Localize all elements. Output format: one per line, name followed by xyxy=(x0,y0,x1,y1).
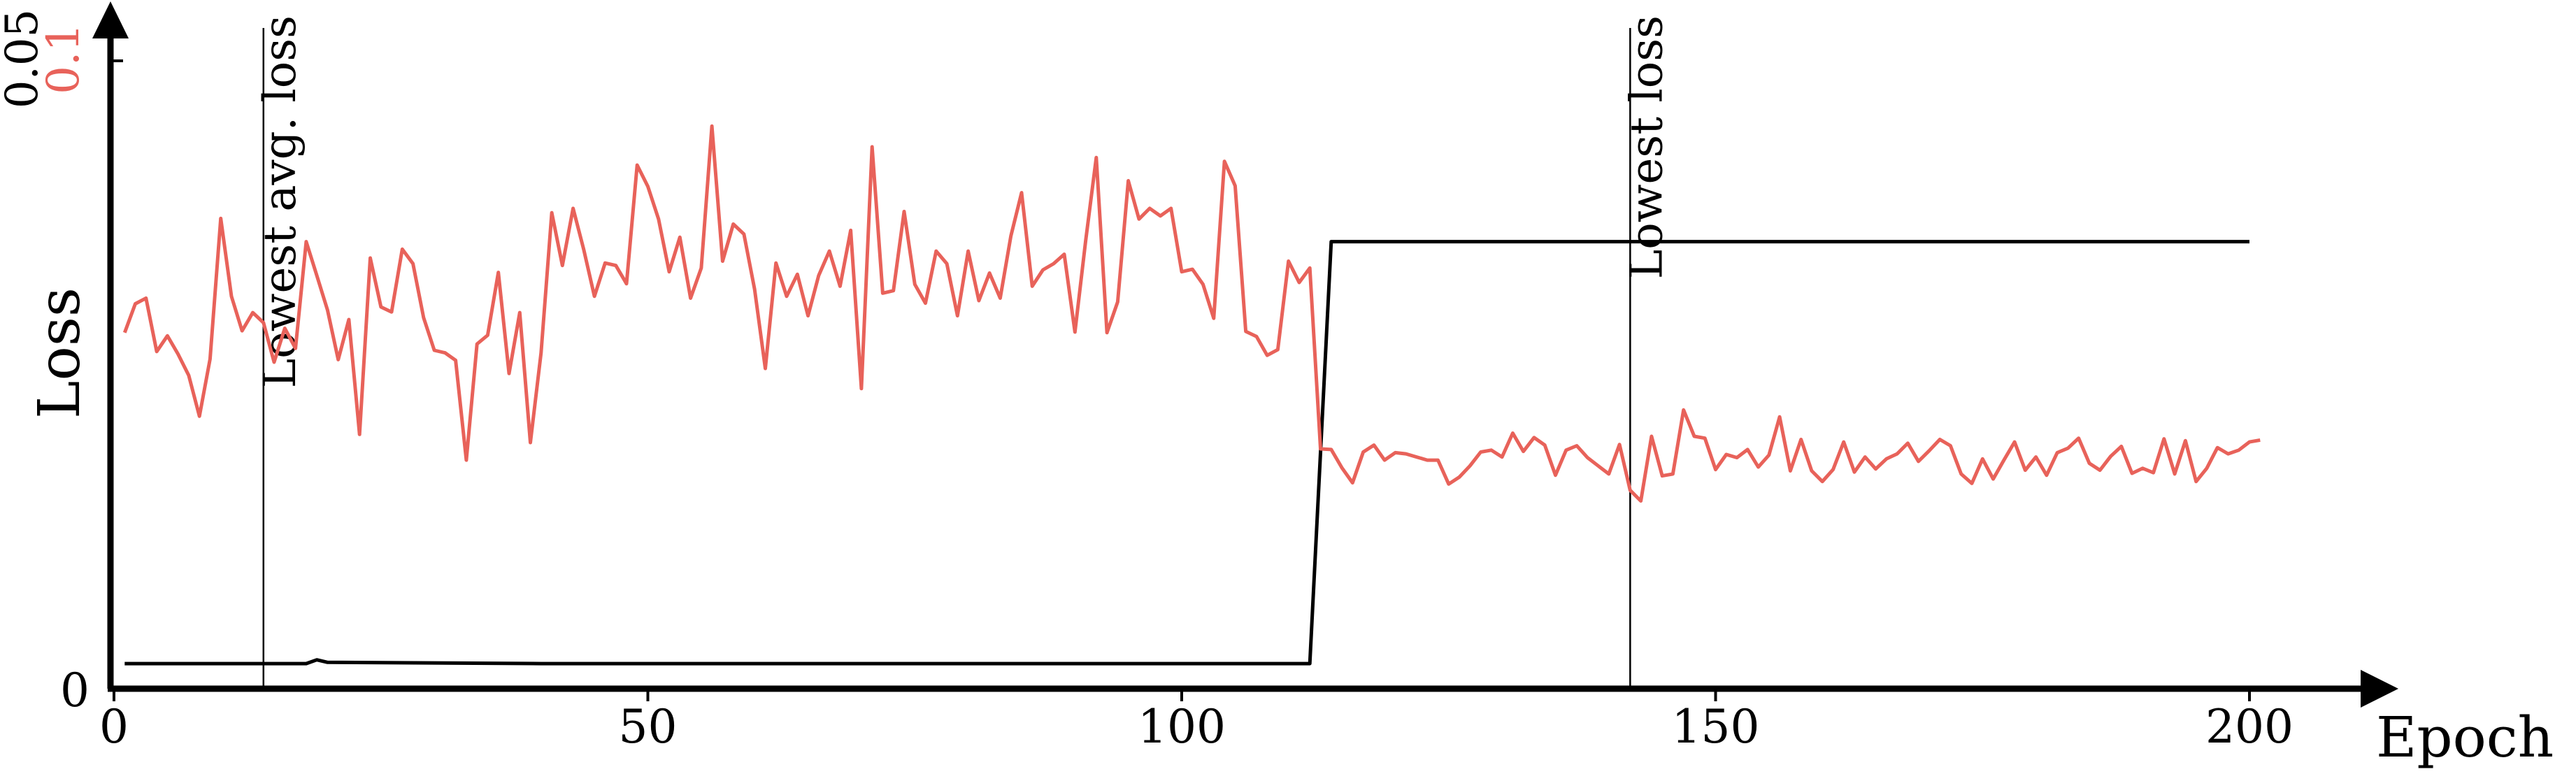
annotations: Lowest avg. loss Lowest loss xyxy=(255,15,1673,689)
x-tick-label: 150 xyxy=(1672,700,1760,754)
x-tick-label: 0 xyxy=(99,700,129,754)
x-tick-label: 100 xyxy=(1138,700,1226,754)
y-tick-label: 0 xyxy=(60,664,90,717)
y-axis-label: Loss xyxy=(27,287,93,419)
y-ticks: 0 0.050.1 xyxy=(0,9,123,717)
x-ticks: 0 50 100 150 200 xyxy=(99,689,2294,754)
series-layer xyxy=(122,124,2261,666)
x-tick-label: 200 xyxy=(2205,700,2294,754)
annotation-label-2: Lowest loss xyxy=(1621,15,1673,279)
x-tick-label: 50 xyxy=(619,700,678,754)
red-loss-series-line xyxy=(122,124,2261,503)
x-axis-label: Epoch xyxy=(2376,705,2554,770)
black-loss-series-line xyxy=(124,240,2249,666)
secondary-y-tick-label: 0.1 xyxy=(38,23,90,94)
y-axis-arrow xyxy=(92,1,129,38)
x-axis-arrow xyxy=(2361,670,2398,708)
y-tick-label: 0.05 xyxy=(0,9,48,109)
